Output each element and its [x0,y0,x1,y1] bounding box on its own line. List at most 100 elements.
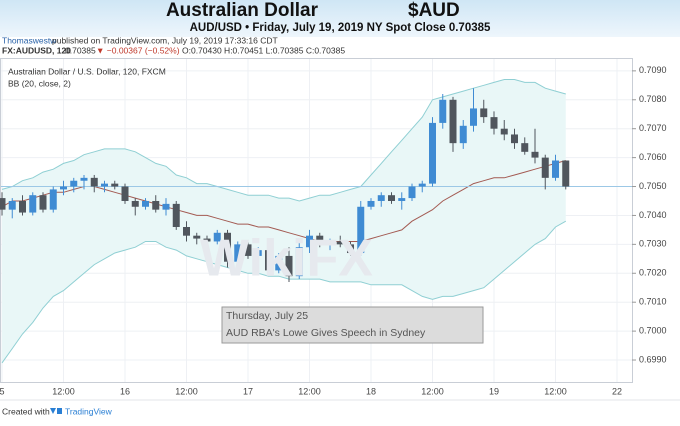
x-tick-label: 12:00 [544,386,567,396]
bb-upper [1,79,566,202]
candle-body [49,189,57,210]
candle-body [347,244,354,254]
y-tick-label: 0.6990 [639,354,667,364]
x-tick-label: 17 [243,386,253,396]
candle-body [152,200,160,210]
candle-body [449,99,457,144]
annotation-title: Thursday, July 25 [226,310,308,322]
footer-logo [50,408,62,414]
candle-body [377,195,385,201]
candle-body [19,200,26,213]
y-tick-label: 0.7050 [639,181,667,191]
band-fill [2,79,566,363]
candle-body [60,186,67,190]
chart-title-symbol: $AUD [408,0,460,21]
candle-body [562,160,570,187]
candle-body [418,183,426,187]
x-tick-label: 19 [489,386,499,396]
candle-body [552,160,559,178]
candle-body [336,241,344,245]
chart-subtitle: AUD/USD • Friday, July 19, 2019 NY Spot … [190,22,491,34]
footer-brand[interactable]: TradingView [65,406,113,416]
candle-body [398,198,406,201]
candle-body [213,232,221,242]
candle-body [193,235,201,239]
publisher[interactable]: Thomaswestw [2,35,57,45]
chart-title: Australian Dollar [166,0,319,21]
y-tick-label: 0.7030 [639,239,667,249]
x-tick-label: 18 [366,386,376,396]
candle-body [244,244,252,256]
candle-body [183,227,190,236]
watermark: WikiFX [200,230,373,288]
x-tick-label: 5 [0,386,5,396]
candle-body [254,250,262,256]
candle-body [439,99,447,123]
bb-lower [1,220,567,364]
candle-body [500,128,508,135]
y-tick-label: 0.7080 [639,94,667,104]
series-label: Australian Dollar / U.S. Dollar, 120, FX… [8,66,166,76]
candle-body [490,117,498,129]
candle-body [142,200,149,207]
indicator-label: BB (20, close, 2) [8,78,71,88]
y-tick-label: 0.7070 [639,123,667,133]
x-tick-label: 22 [612,386,622,396]
candle-body [39,195,47,210]
last-price: 0.70385 [65,45,96,55]
candle-body [111,183,119,187]
candle-body [480,108,488,118]
candle-body [131,200,139,207]
plot [0,59,632,382]
y-tick-label: 0.7010 [639,297,667,307]
candle-body [285,255,293,277]
candle-body [234,244,242,262]
candle-body [326,241,334,245]
y-tick-label: 0.7090 [639,65,667,75]
header-band [0,0,680,37]
change: ▼ −0.00367 (−0.52%) [96,45,180,55]
candle-body [357,206,365,254]
candle-body [101,183,108,187]
candle-body [470,108,477,126]
ohlc-text: O:0.70430 H:0.70451 L:0.70385 C:0.70385 [182,45,345,55]
candle-body [265,250,272,271]
y-tick-label: 0.7000 [639,325,667,335]
candle-body [511,134,518,144]
candle-body [203,238,211,242]
x-tick-label: 12:00 [298,386,321,396]
candle-body [408,186,416,199]
annotation-box [221,306,484,344]
x-tick-label: 12:00 [175,386,198,396]
candle-body [541,157,549,178]
candle-body [367,200,375,207]
candle-body [275,255,283,271]
candle-body [29,195,37,213]
candle-body [162,203,170,210]
x-tick-label: 12:00 [421,386,444,396]
published: published on TradingView.com, July 19, 2… [52,35,278,45]
candle-body [224,232,231,262]
candle-body [90,177,98,187]
footer-text: Created with [2,406,50,416]
candle-body [70,180,78,187]
candle-body [316,235,324,245]
candle-body [388,195,395,201]
candle-body [459,125,467,144]
candle-body [8,200,16,210]
candle-body [531,151,539,158]
candle-body [521,143,529,152]
candle-body [172,203,180,228]
x-tick-label: 16 [120,386,130,396]
candle-body [80,177,88,181]
y-tick-label: 0.7020 [639,268,667,278]
y-tick-label: 0.7060 [639,152,667,162]
ticker: FX:AUDUSD, 120 [2,45,71,55]
candle-body [0,198,6,210]
candle-body [306,235,313,248]
annotation-text: AUD RBA's Lowe Gives Speech in Sydney [226,327,426,339]
candle-body [295,247,303,277]
candle-body [121,186,129,201]
y-tick-label: 0.7040 [639,210,667,220]
